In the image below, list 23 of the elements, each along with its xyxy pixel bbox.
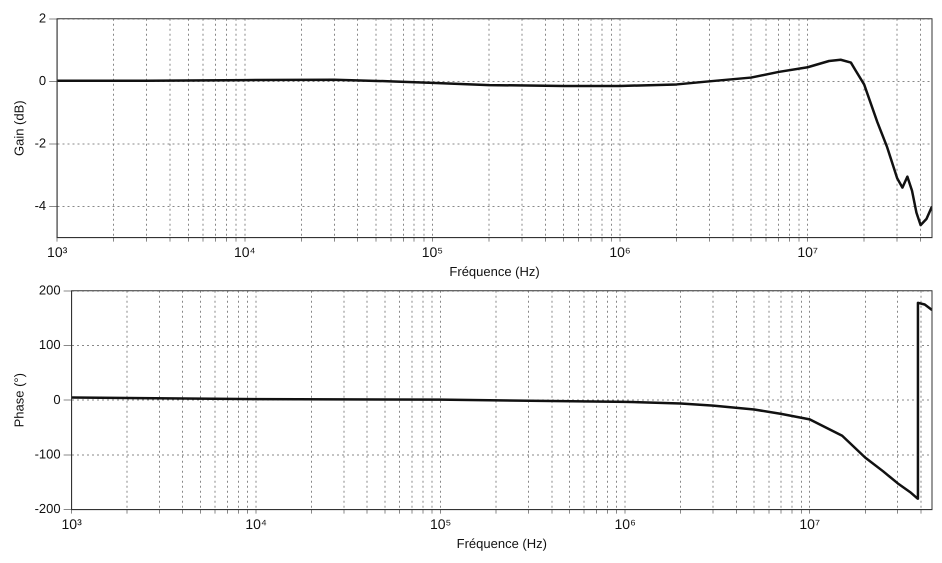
x-tick-label: 10⁴ [245, 516, 267, 532]
y-tick-label: 200 [38, 282, 61, 298]
x-tick-label: 10⁵ [422, 244, 444, 260]
x-tick-label: 10³ [62, 516, 82, 532]
x-tick-label: 10⁵ [430, 516, 452, 532]
x-tick-label: 10³ [47, 244, 68, 260]
x-tick-label: 10⁴ [234, 244, 256, 260]
y-tick-label: 0 [53, 392, 61, 407]
x-tick-label: 10⁶ [609, 244, 631, 260]
y-tick-label: -100 [34, 446, 61, 462]
x-axis-title: Fréquence (Hz) [456, 536, 547, 551]
y-axis-title: Gain (dB) [11, 100, 26, 156]
y-axis-title: Phase (°) [11, 373, 26, 428]
x-tick-label: 10⁶ [614, 516, 636, 532]
y-tick-label: 100 [38, 337, 61, 352]
x-axis-title: Fréquence (Hz) [449, 264, 540, 279]
y-tick-label: -200 [34, 501, 61, 516]
y-tick-label: 2 [38, 10, 46, 26]
x-tick-label: 10⁷ [799, 516, 820, 532]
y-tick-label: -2 [34, 135, 46, 150]
y-tick-label: 0 [38, 72, 46, 88]
x-tick-label: 10⁷ [797, 244, 818, 260]
y-tick-label: -4 [34, 198, 46, 213]
